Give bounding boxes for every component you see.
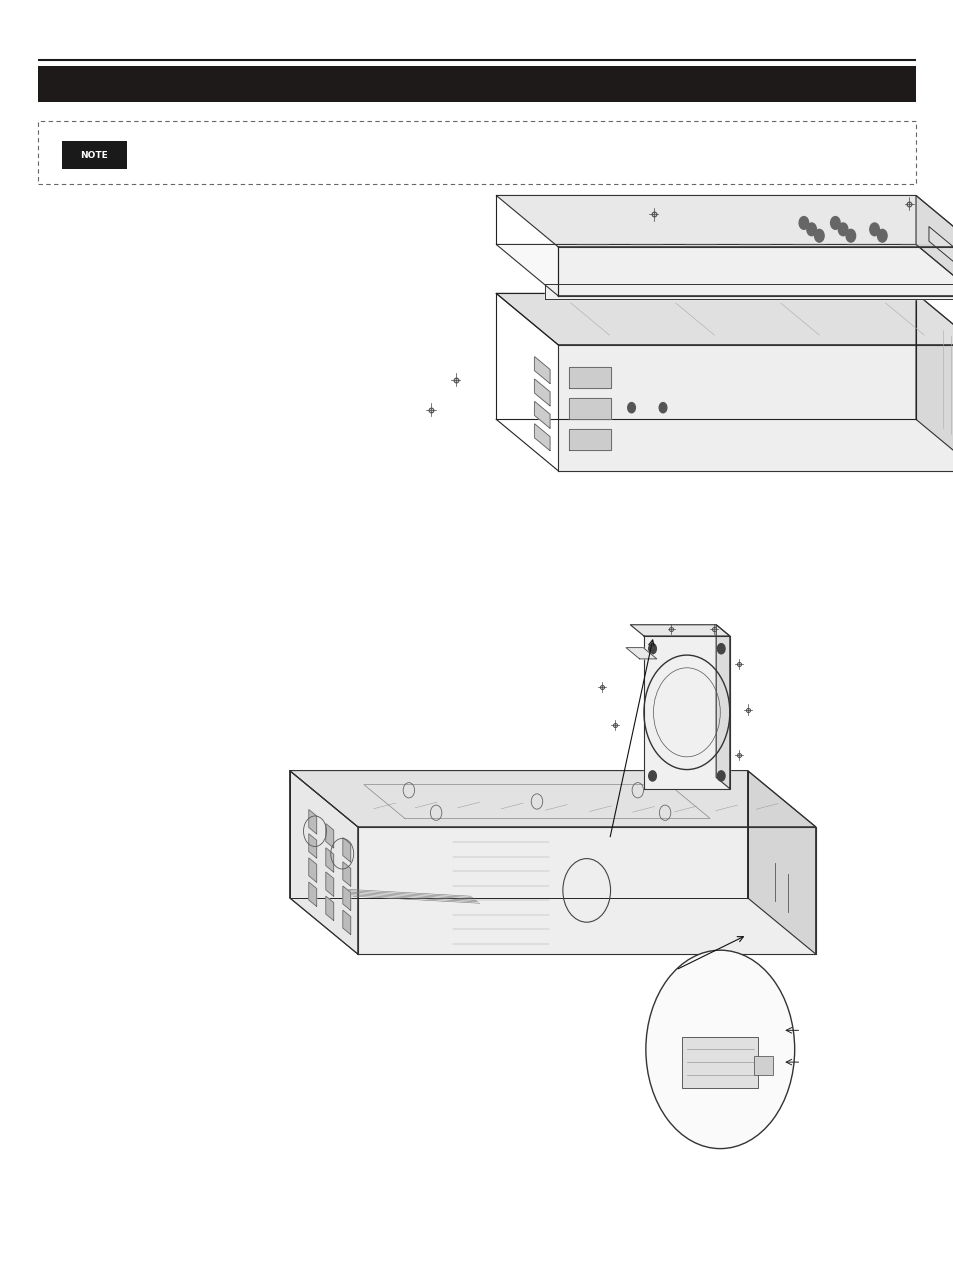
Polygon shape [326, 873, 334, 897]
Polygon shape [534, 402, 550, 429]
Circle shape [830, 216, 840, 229]
Polygon shape [568, 368, 610, 388]
Polygon shape [568, 398, 610, 418]
Polygon shape [342, 862, 351, 887]
Polygon shape [568, 429, 610, 450]
Polygon shape [309, 810, 316, 834]
Polygon shape [342, 887, 351, 911]
Circle shape [648, 771, 656, 781]
Polygon shape [716, 625, 729, 789]
Polygon shape [326, 848, 334, 873]
Polygon shape [309, 859, 316, 883]
Polygon shape [747, 771, 815, 954]
Circle shape [838, 223, 847, 235]
Polygon shape [496, 244, 953, 295]
Polygon shape [326, 897, 334, 921]
Polygon shape [544, 284, 953, 299]
Bar [753, 1056, 772, 1075]
Polygon shape [309, 834, 316, 859]
Polygon shape [290, 771, 357, 954]
Polygon shape [534, 356, 550, 383]
Bar [38, 121, 915, 184]
Polygon shape [534, 424, 550, 450]
Polygon shape [342, 838, 351, 862]
Polygon shape [928, 226, 953, 299]
Polygon shape [915, 196, 953, 295]
Circle shape [627, 402, 635, 412]
Polygon shape [342, 911, 351, 935]
Polygon shape [643, 636, 729, 789]
Circle shape [869, 223, 879, 235]
Polygon shape [630, 625, 729, 636]
Polygon shape [309, 883, 316, 907]
Bar [62, 141, 127, 169]
Polygon shape [496, 294, 953, 345]
Polygon shape [534, 379, 550, 406]
Circle shape [717, 644, 724, 654]
Text: NOTE: NOTE [80, 150, 109, 160]
Bar [38, 66, 915, 102]
Circle shape [845, 229, 855, 242]
Polygon shape [625, 647, 656, 659]
Circle shape [877, 229, 886, 242]
Circle shape [799, 216, 808, 229]
Circle shape [806, 223, 816, 235]
Polygon shape [496, 196, 953, 247]
Polygon shape [357, 827, 815, 954]
Polygon shape [558, 247, 953, 295]
Polygon shape [290, 771, 815, 827]
Polygon shape [326, 824, 334, 848]
Circle shape [648, 644, 656, 654]
Circle shape [645, 950, 794, 1149]
Circle shape [814, 229, 823, 242]
Circle shape [659, 402, 666, 412]
Bar [681, 1037, 758, 1088]
Polygon shape [915, 294, 953, 471]
Circle shape [717, 771, 724, 781]
Polygon shape [558, 345, 953, 471]
